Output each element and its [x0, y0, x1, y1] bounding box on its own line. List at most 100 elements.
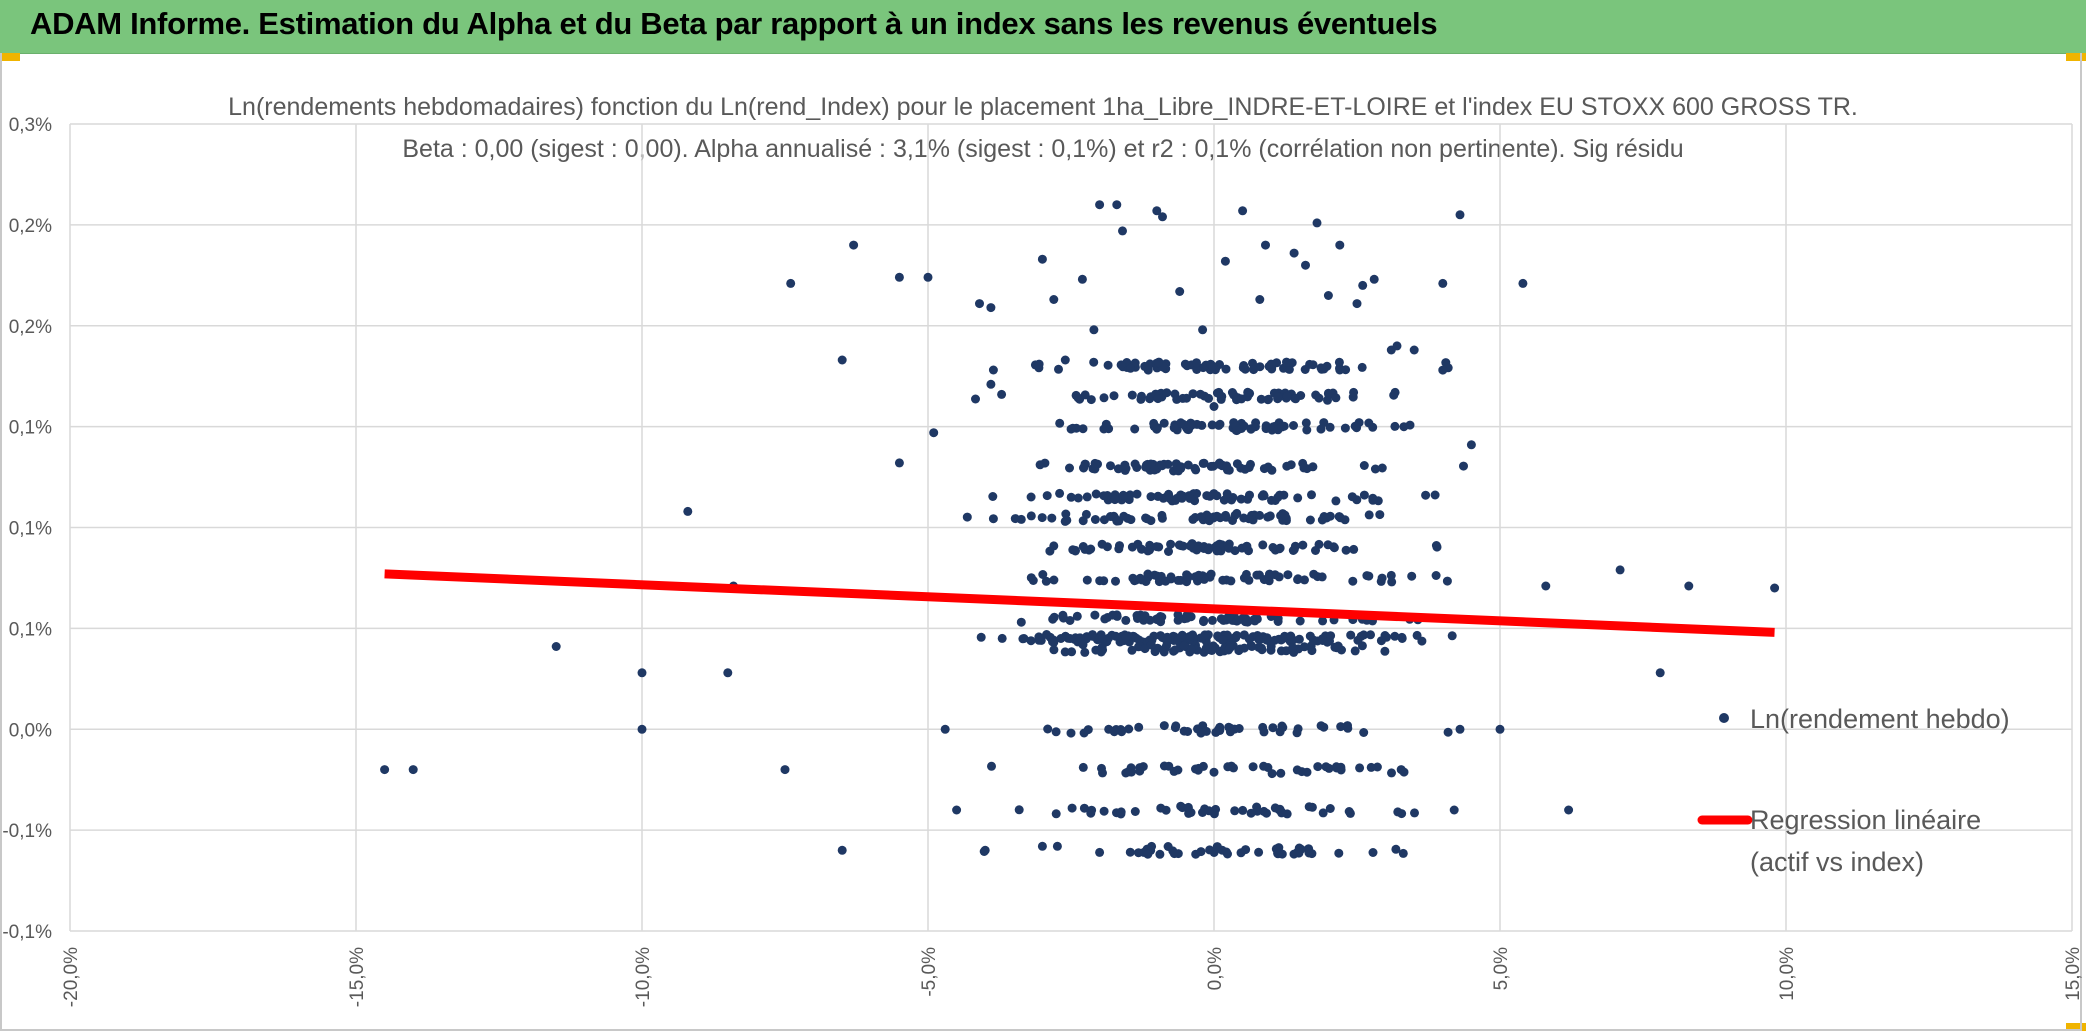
scatter-point: [1239, 643, 1249, 653]
scatter-point: [1290, 541, 1300, 551]
x-tick-label: 15,0%: [2063, 947, 2084, 1001]
scatter-point: [1259, 727, 1269, 737]
scatter-point: [1615, 565, 1625, 575]
scatter-point: [1124, 724, 1134, 734]
scatter-point: [1098, 634, 1108, 644]
x-axis-ticks: -20,0% -15,0% -10,0% -5,0% 0,0% 5,0% 10,0% 15,0…: [61, 947, 2084, 1007]
scatter-point: [1097, 539, 1107, 549]
y-tick-label: 0,0%: [9, 720, 52, 741]
scatter-point: [1176, 464, 1186, 473]
scatter-point: [1125, 847, 1135, 857]
scatter-point: [1127, 542, 1137, 552]
scatter-point: [1089, 357, 1099, 367]
scatter-point: [1255, 635, 1265, 645]
scatter-point: [1317, 572, 1327, 582]
scatter-point: [1252, 613, 1261, 622]
scatter-point: [1135, 573, 1145, 583]
scatter-point: [637, 668, 647, 678]
scatter-point: [637, 724, 647, 734]
scatter-point: [1185, 493, 1195, 503]
scatter-point: [1266, 359, 1276, 369]
scatter-point: [1314, 393, 1324, 403]
scatter-point: [1123, 767, 1133, 777]
scatter-point: [1263, 462, 1273, 472]
x-tick-label: -15,0%: [347, 947, 368, 1007]
legend-label-regression-1: Regression linéaire: [1750, 805, 1981, 835]
scatter-point: [1134, 848, 1143, 858]
scatter-point: [786, 278, 796, 288]
scatter-point: [980, 845, 990, 855]
scatter-point: [1038, 570, 1048, 579]
scatter-point: [1341, 365, 1351, 375]
scatter-point: [1140, 361, 1150, 371]
scatter-point: [1164, 547, 1173, 556]
y-tick-label: 0,2%: [9, 216, 52, 237]
scatter-point: [1238, 206, 1248, 216]
scatter-point: [1387, 768, 1396, 778]
scatter-point: [1078, 762, 1088, 772]
scatter-point: [837, 845, 847, 855]
scatter-point: [1364, 510, 1374, 520]
scatter-point: [1108, 610, 1118, 620]
scatter-point: [1295, 616, 1305, 626]
x-tick-label: 0,0%: [1205, 947, 1226, 990]
scatter-point: [1026, 636, 1036, 646]
scatter-point: [1079, 463, 1089, 473]
scatter-point: [1254, 847, 1264, 857]
scatter-point: [1350, 646, 1360, 656]
scatter-point: [1156, 803, 1166, 813]
scatter-point: [1095, 200, 1105, 210]
scatter-point: [1208, 461, 1218, 471]
scatter-point: [1273, 392, 1283, 402]
scatter-point: [1212, 546, 1222, 556]
scatter-point: [1099, 806, 1109, 816]
scatter-point: [1028, 576, 1038, 585]
scatter-point: [1146, 640, 1156, 650]
regression-line-group: [384, 569, 1775, 637]
scatter-point: [1010, 514, 1020, 524]
scatter-point: [1058, 610, 1068, 620]
scatter-point: [1410, 808, 1419, 818]
scatter-point: [1309, 569, 1319, 579]
scatter-point: [894, 458, 904, 468]
scatter-point: [1251, 418, 1261, 428]
scatter-point: [1153, 491, 1163, 501]
scatter-point: [1186, 420, 1196, 430]
scatter-point: [1217, 635, 1227, 645]
scatter-point: [1082, 492, 1092, 502]
scatter-point: [1390, 631, 1400, 641]
scatter-point: [1127, 390, 1137, 400]
scatter-point: [1288, 643, 1298, 653]
scatter-point: [952, 805, 962, 815]
x-tick-label: 5,0%: [1491, 947, 1512, 990]
scatter-point: [1065, 463, 1074, 473]
scatter-point: [1264, 394, 1273, 404]
scatter-point: [1258, 540, 1268, 550]
y-tick-label: 0,1%: [9, 519, 52, 540]
scatter-point: [1277, 849, 1287, 859]
scatter-point: [1208, 641, 1218, 651]
scatter-point: [1370, 464, 1380, 474]
scatter-point: [1398, 848, 1408, 858]
scatter-point: [1340, 515, 1350, 525]
scatter-point: [1449, 805, 1459, 815]
scatter-point: [1034, 359, 1044, 369]
scatter-point: [1079, 803, 1089, 813]
scatter-point: [1391, 844, 1401, 854]
scatter-point: [1169, 849, 1179, 859]
scatter-point: [1125, 490, 1135, 500]
scatter-point: [1459, 461, 1468, 471]
scatter-point: [1192, 358, 1201, 368]
scatter-point: [1112, 516, 1122, 526]
scatter-point: [1343, 721, 1352, 731]
x-tick-label: -5,0%: [919, 947, 940, 997]
scatter-point: [1090, 515, 1100, 524]
scatter-point: [1265, 511, 1275, 521]
scatter-point: [1222, 489, 1232, 499]
scatter-point: [1143, 459, 1152, 469]
scatter-point: [1160, 643, 1170, 653]
scatter-point: [1306, 641, 1316, 651]
scatter-point: [1241, 569, 1251, 579]
corner-marker-right: [2066, 53, 2086, 61]
